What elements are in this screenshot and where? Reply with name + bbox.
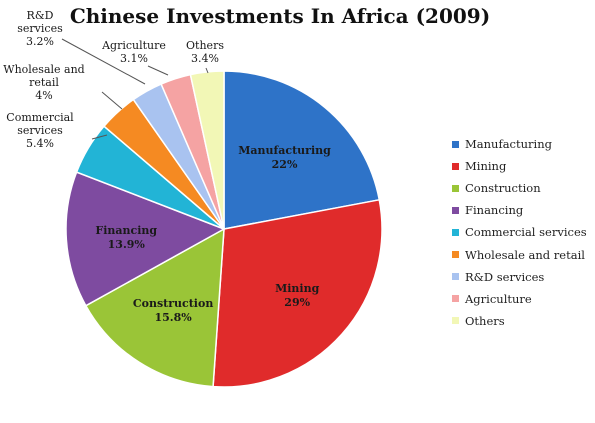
legend-swatch — [452, 184, 459, 192]
pie-slice-mining — [212, 198, 383, 388]
legend-label: Commercial services — [465, 225, 587, 240]
legend-item-wholesale-and-retail: Wholesale and retail — [452, 243, 587, 265]
legend-label: Financing — [465, 203, 524, 218]
legend-label: Construction — [465, 181, 541, 196]
legend-item-randd-services: R&D services — [452, 266, 587, 288]
legend-swatch — [452, 317, 459, 325]
legend-item-construction: Construction — [452, 177, 587, 199]
slice-label-financing: Financing 13.9% — [95, 224, 157, 251]
slice-label-mining: Mining 29% — [275, 282, 320, 309]
chart-legend: Manufacturing Mining Construction Financing… — [452, 133, 587, 332]
legend-swatch — [452, 295, 459, 303]
slice-label-others: Others 3.4% — [186, 39, 224, 65]
leader-line-commercial-services — [91, 134, 108, 140]
legend-label: Wholesale and retail — [465, 247, 585, 262]
pie-slice-financing — [65, 171, 226, 307]
leader-line-randd-services — [61, 38, 146, 85]
pie-slice-manufacturing — [223, 70, 381, 230]
slice-label-agriculture: Agriculture 3.1% — [101, 39, 166, 65]
legend-swatch — [452, 206, 459, 214]
legend-swatch — [452, 251, 459, 259]
legend-swatch — [452, 273, 459, 281]
legend-swatch — [452, 228, 459, 236]
legend-item-mining: Mining — [452, 155, 587, 177]
legend-label: Manufacturing — [465, 137, 552, 152]
legend-swatch — [452, 162, 459, 170]
chart-title: Chinese Investments In Africa (2009) — [69, 4, 491, 28]
legend-item-commercial-services: Commercial services — [452, 221, 587, 243]
legend-item-financing: Financing — [452, 199, 587, 221]
legend-label: Mining — [465, 159, 507, 174]
leader-line-agriculture — [147, 65, 169, 76]
slice-label-manufacturing: Manufacturing 22% — [238, 144, 331, 171]
slice-label-randd-services: R&D services 3.2% — [17, 9, 63, 48]
legend-item-others: Others — [452, 310, 587, 332]
legend-label: R&D services — [465, 269, 545, 284]
slice-label-commercial-services: Commercial services 5.4% — [6, 111, 74, 150]
slice-label-wholesale-and-retail: Wholesale and retail 4% — [3, 63, 84, 102]
pie-slice-construction — [84, 227, 225, 388]
slice-label-construction: Construction 15.8% — [133, 297, 213, 324]
legend-swatch — [452, 140, 459, 148]
leader-line-others — [205, 67, 209, 74]
legend-label: Agriculture — [465, 291, 532, 306]
legend-item-manufacturing: Manufacturing — [452, 133, 587, 155]
legend-item-agriculture: Agriculture — [452, 288, 587, 310]
leader-line-wholesale-and-retail — [101, 91, 123, 110]
legend-label: Others — [465, 313, 505, 328]
